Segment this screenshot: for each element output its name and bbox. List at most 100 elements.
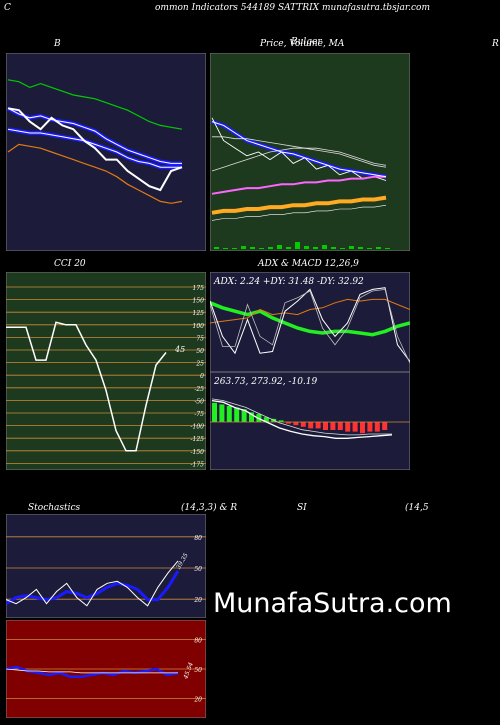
macd-hist-bar [278, 420, 284, 422]
price-bg [210, 53, 410, 251]
volume-bar [340, 248, 345, 249]
macd-hist-bar [337, 422, 343, 430]
macd-hist-bar [374, 422, 380, 432]
cci-value-label: 45 [174, 345, 185, 354]
volume-bar [250, 247, 255, 249]
watermark: MunafaSutra.com [213, 588, 452, 619]
si-params: (14,5 [405, 503, 429, 513]
adx-macd-label: ADX & MACD 12,26,9 [258, 259, 359, 269]
macd-hist-bar [330, 422, 336, 430]
bollinger-band-core-lower [7, 128, 182, 168]
price-series-3 [211, 117, 387, 181]
cci-tick-label: 50 [196, 348, 204, 355]
macd-hist-bar [241, 409, 247, 422]
stoch-d-line [6, 570, 180, 605]
macd-hist-bar [323, 422, 328, 430]
rsi-tick-label: 50 [194, 667, 202, 674]
macd-hist-bar [360, 422, 365, 434]
price-series-6 [211, 204, 387, 221]
rsi-tick-label: 80 [194, 638, 202, 645]
price-series-1 [212, 136, 387, 168]
volume-bar [295, 242, 300, 249]
stoch-label: Stochastics [28, 503, 81, 513]
bollinger-chart [6, 53, 206, 251]
volume-bar [268, 247, 273, 249]
adx-bg [210, 272, 410, 372]
adx-chart: ADX: 2.24 +DY: 31.48 -DY: 32.92 [210, 272, 410, 372]
far-right-label: R [492, 39, 499, 49]
macd-hist-bar [352, 422, 358, 432]
volume-bar [313, 247, 318, 249]
cci-tick-label: 150 [193, 298, 205, 305]
cci-tick-label: 75 [196, 335, 204, 342]
volume-bar [367, 248, 372, 249]
cci-tick-label: -25 [194, 386, 204, 393]
price-label: Price, Volume, MA [260, 39, 345, 49]
macd-hist-bar [382, 422, 388, 430]
macd-hist-bar [219, 404, 225, 422]
macd-hist-bar [367, 422, 373, 432]
cci-tick-label: -50 [194, 398, 204, 405]
macd-hist-bar [212, 402, 217, 422]
cci-line [6, 321, 167, 452]
macd-text: 263.73, 273.92, -10.19 [213, 377, 318, 387]
macd-hist-bar [308, 422, 314, 429]
cci-tick-label: -100 [191, 424, 205, 431]
rsi-signal-line [6, 668, 178, 674]
volume-bar [349, 246, 354, 249]
macd-chart: 263.73, 273.92, -10.19 [210, 372, 410, 470]
price-chart [210, 53, 410, 251]
volume-bar [259, 248, 264, 249]
price-ma-core [211, 121, 387, 178]
cci-tick-label: -125 [191, 436, 205, 443]
cci-tick-label: 25 [195, 361, 204, 368]
volume-bar [331, 247, 336, 249]
volume-bar [376, 247, 381, 249]
stoch-params: (14,3,3) & R [181, 503, 238, 513]
macd-series-0 [211, 399, 393, 439]
cci-chart: 175 150 125 100 75 50 25 0 -25 -50 -75 -100 -125 -150… [6, 272, 206, 470]
page-title: ommon Indicators 544189 SATTRIX munafasu… [155, 3, 431, 13]
bollinger-label: B [54, 39, 61, 49]
rsi-tick-label: 20 [193, 696, 202, 703]
volume-bar [385, 248, 390, 249]
price-series-2 [211, 147, 387, 172]
price-overlay-label: Bulger [291, 37, 322, 47]
adx-series-2 [210, 287, 410, 362]
macd-hist-bar [263, 417, 269, 422]
bollinger-bg [6, 53, 206, 251]
volume-bar [241, 246, 246, 249]
page-left-letter: C [4, 3, 11, 13]
volume-bar [358, 247, 363, 249]
cci-tick-label: -150 [191, 449, 205, 456]
rsi-line [6, 665, 179, 679]
macd-hist-bar [249, 412, 254, 422]
volume-bar [214, 247, 219, 249]
bollinger-band-core-upper [7, 107, 182, 164]
macd-hist-bar [345, 422, 351, 432]
volume-bar [232, 248, 237, 249]
stoch-k-line [6, 560, 179, 607]
price-series-4 [211, 175, 386, 195]
adx-series-3 [210, 288, 410, 364]
cci-tick-label: 175 [193, 285, 205, 292]
cci-bg [6, 272, 206, 470]
cci-label: CCI 20 [54, 259, 86, 269]
volume-bar [223, 248, 228, 249]
bollinger-series-4 [7, 107, 183, 192]
stoch-tick-label: 20 [193, 597, 202, 604]
volume-bar [286, 247, 291, 249]
si-label: SI [297, 503, 307, 513]
bollinger-series-0 [7, 79, 183, 130]
volume-bar [322, 245, 327, 249]
macd-series-1 [211, 398, 392, 436]
macd-hist-bar [226, 406, 232, 422]
macd-hist-bar [315, 422, 321, 429]
macd-hist-bar [286, 422, 291, 424]
adx-series-0 [210, 301, 410, 337]
price-series-5 [211, 195, 387, 215]
volume-bar [277, 245, 282, 249]
stoch-tick-label: 80 [194, 535, 202, 542]
cci-tick-label: -175 [191, 461, 205, 468]
